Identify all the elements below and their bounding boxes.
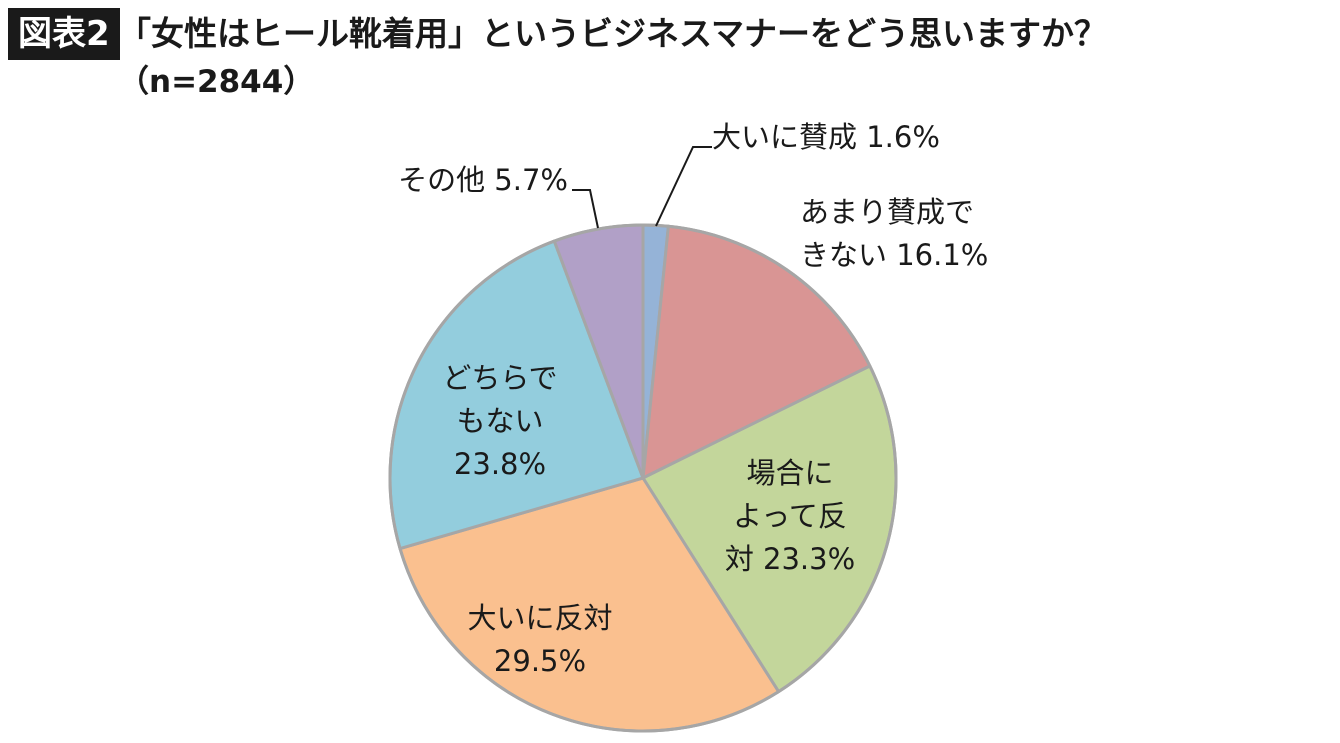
slice-label-2: あまり賛成できない 16.1%: [800, 195, 988, 272]
slice-label-line: 23.8%: [454, 447, 546, 481]
slice-label-line: その他 5.7%: [398, 163, 568, 197]
slice-label-5: どちらでもない 23.8%: [442, 361, 557, 481]
slice-label-line: 29.5%: [494, 644, 586, 678]
leader-line-1: [655, 146, 712, 227]
slice-label-6: その他 5.7%: [398, 163, 568, 197]
slice-label-line: きない 16.1%: [800, 238, 988, 272]
slice-label-line: どちらで: [442, 361, 557, 395]
slice-label-line: あまり賛成で: [800, 195, 974, 229]
slice-label-3: 場合によって反対 23.3%: [725, 456, 855, 576]
slice-label-line: 大いに賛成 1.6%: [712, 120, 940, 154]
slice-label-1: 大いに賛成 1.6%: [712, 120, 940, 154]
slice-label-line: もない: [456, 404, 543, 438]
slice-label-line: 場合に: [746, 456, 833, 490]
slice-label-line: よって反: [733, 499, 847, 533]
slice-label-line: 大いに反対: [467, 601, 612, 635]
leader-line-6: [572, 189, 599, 229]
figure-number-badge: 図表2: [8, 8, 120, 60]
slice-label-4: 大いに反対 29.5%: [467, 601, 612, 678]
pie-outline: [388, 223, 898, 733]
slice-label-line: 対 23.3%: [725, 542, 855, 576]
sample-size-note: （n=2844）: [118, 64, 315, 100]
chart-title: 「女性はヒール靴着用」というビジネスマナーをどう思いますか？: [118, 14, 1108, 53]
